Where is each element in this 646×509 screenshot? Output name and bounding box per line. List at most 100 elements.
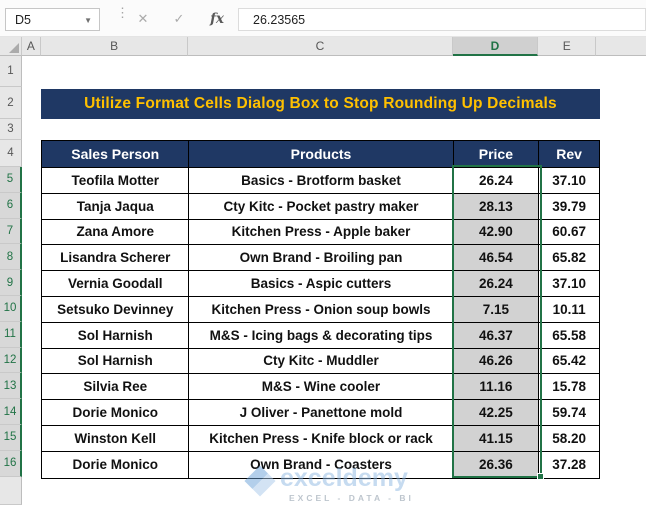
name-box-dropdown-icon[interactable]: ▼	[84, 16, 92, 25]
cell-sales-person[interactable]: Winston Kell	[42, 425, 190, 452]
cell-product[interactable]: Kitchen Press - Apple baker	[189, 219, 454, 246]
column-header-A[interactable]: A	[21, 37, 41, 56]
cell-price[interactable]: 46.26	[453, 348, 540, 375]
cell-price[interactable]: 42.25	[453, 400, 540, 426]
cell-price[interactable]: 7.15	[453, 296, 540, 323]
cell-product[interactable]: J Oliver - Panettone mold	[189, 400, 454, 426]
row-header-11[interactable]: 11	[0, 321, 22, 348]
cell-rev[interactable]: 10.11	[539, 297, 599, 323]
cell-rev[interactable]: 60.67	[539, 220, 599, 246]
table-row: Sol Harnish M&S - Icing bags & decoratin…	[42, 322, 599, 349]
cell-rev[interactable]: 59.74	[539, 400, 599, 426]
column-header-D[interactable]: D	[452, 37, 539, 56]
cell-product[interactable]: Basics - Aspic cutters	[189, 271, 454, 297]
cell-rev[interactable]: 65.42	[539, 349, 599, 375]
row-header-12[interactable]: 12	[0, 347, 22, 374]
cell-rev[interactable]: 58.20	[539, 426, 599, 452]
table-row: Lisandra Scherer Own Brand - Broiling pa…	[42, 245, 599, 272]
cancel-icon[interactable]: ✕	[137, 11, 149, 26]
row-header-1[interactable]: 1	[0, 56, 22, 87]
row-header-5[interactable]: 5	[0, 167, 22, 193]
table-row: Winston Kell Kitchen Press - Knife block…	[42, 425, 599, 452]
row-header-14[interactable]: 14	[0, 399, 22, 425]
cell-price[interactable]: 42.90	[453, 219, 540, 246]
cell-price[interactable]: 26.24	[453, 271, 540, 297]
row-header-6[interactable]: 6	[0, 192, 22, 219]
cell-price[interactable]: 46.37	[453, 322, 540, 349]
cell-sales-person[interactable]: Lisandra Scherer	[42, 245, 190, 272]
name-box[interactable]: D5 ▼	[5, 8, 100, 31]
table-header-sales-person[interactable]: Sales Person	[42, 141, 190, 168]
cell-price[interactable]: 26.24	[453, 168, 540, 194]
cell-rev[interactable]: 37.10	[539, 271, 599, 297]
cell-product[interactable]: Kitchen Press - Knife block or rack	[189, 425, 454, 452]
cell-price[interactable]: 41.15	[453, 425, 540, 452]
name-box-value: D5	[15, 12, 31, 27]
cell-rev[interactable]: 37.10	[539, 168, 599, 194]
cell-sales-person[interactable]: Teofila Motter	[42, 168, 190, 194]
enter-icon[interactable]: ✓	[173, 11, 185, 26]
cell-sales-person[interactable]: Sol Harnish	[42, 348, 190, 375]
cell-product[interactable]: M&S - Wine cooler	[189, 374, 454, 401]
fill-handle[interactable]	[537, 473, 544, 480]
cell-product[interactable]: Kitchen Press - Onion soup bowls	[189, 296, 454, 323]
column-header-B[interactable]: B	[40, 37, 189, 56]
table-header-rev[interactable]: Rev	[539, 141, 599, 168]
cell-product[interactable]: Cty Kitc - Pocket pastry maker	[189, 193, 454, 220]
row-header-9[interactable]: 9	[0, 270, 22, 296]
row-header-10[interactable]: 10	[0, 295, 22, 322]
cell-rev[interactable]: 15.78	[539, 374, 599, 401]
row-header-partial	[0, 476, 22, 505]
cell-product[interactable]: Cty Kitc - Muddler	[189, 348, 454, 375]
cell-sales-person[interactable]: Sol Harnish	[42, 322, 190, 349]
table-row: Teofila Motter Basics - Brotform basket …	[42, 168, 599, 194]
table-row: Vernia Goodall Basics - Aspic cutters 26…	[42, 271, 599, 297]
cell-rev[interactable]: 37.28	[552, 457, 586, 473]
column-header-C[interactable]: C	[188, 37, 453, 56]
row-header-7[interactable]: 7	[0, 218, 22, 245]
cell-rev[interactable]: 65.82	[539, 245, 599, 272]
title-banner-cell[interactable]: Utilize Format Cells Dialog Box to Stop …	[41, 89, 600, 119]
cell-product[interactable]: Own Brand - Coasters	[189, 451, 454, 478]
formula-bar: D5 ▼ ⋮ ✕ ✓ fx 26.23565	[0, 0, 646, 37]
formula-value: 26.23565	[253, 12, 306, 27]
cell-rev[interactable]: 39.79	[539, 194, 599, 220]
table-row: Tanja Jaqua Cty Kitc - Pocket pastry mak…	[42, 193, 599, 220]
row-header-15[interactable]: 15	[0, 424, 22, 451]
cell-sales-person[interactable]: Setsuko Devinney	[42, 296, 190, 323]
cell-price[interactable]: 28.13	[453, 193, 540, 220]
cell-price[interactable]: 11.16	[453, 374, 540, 401]
cell-rev[interactable]: 65.58	[539, 323, 599, 349]
row-headers: 1 2 3 4 5 6 7 8 9 10 11 12 13 14 15 16	[0, 56, 22, 505]
table-row: Dorie Monico Own Brand - Coasters 26.36 …	[42, 451, 599, 478]
cell-sales-person[interactable]: Dorie Monico	[42, 451, 190, 478]
cell-product[interactable]: Own Brand - Broiling pan	[189, 245, 454, 272]
formula-input[interactable]: 26.23565	[238, 8, 646, 31]
cell-price[interactable]: 46.54	[453, 245, 540, 272]
cell-product[interactable]: M&S - Icing bags & decorating tips	[189, 322, 454, 349]
cell-sales-person[interactable]: Tanja Jaqua	[42, 193, 190, 220]
cell-sales-person[interactable]: Vernia Goodall	[42, 271, 190, 297]
cell-product[interactable]: Basics - Brotform basket	[189, 168, 454, 194]
table-row: Sol Harnish Cty Kitc - Muddler 46.26 65.…	[42, 348, 599, 375]
column-header-E[interactable]: E	[538, 37, 597, 56]
table-row: Setsuko Devinney Kitchen Press - Onion s…	[42, 296, 599, 323]
row-header-3[interactable]: 3	[0, 119, 22, 140]
table-header-row: Sales Person Products Price Rev	[42, 141, 599, 168]
cell-sales-person[interactable]: Dorie Monico	[42, 400, 190, 426]
select-all-corner[interactable]	[0, 37, 22, 56]
table-header-products[interactable]: Products	[189, 141, 454, 168]
cell-sales-person[interactable]: Zana Amore	[42, 219, 190, 246]
row-header-16[interactable]: 16	[0, 450, 22, 477]
row-header-8[interactable]: 8	[0, 244, 22, 271]
row-header-13[interactable]: 13	[0, 373, 22, 400]
cell-sales-person[interactable]: Silvia Ree	[42, 374, 190, 401]
insert-function-icon[interactable]: fx	[210, 11, 224, 27]
column-header-blank	[596, 37, 646, 56]
row-header-4[interactable]: 4	[0, 140, 22, 167]
row-header-2[interactable]: 2	[0, 87, 22, 119]
cell-price[interactable]: 26.36	[453, 451, 540, 478]
table-header-price[interactable]: Price	[453, 141, 540, 168]
